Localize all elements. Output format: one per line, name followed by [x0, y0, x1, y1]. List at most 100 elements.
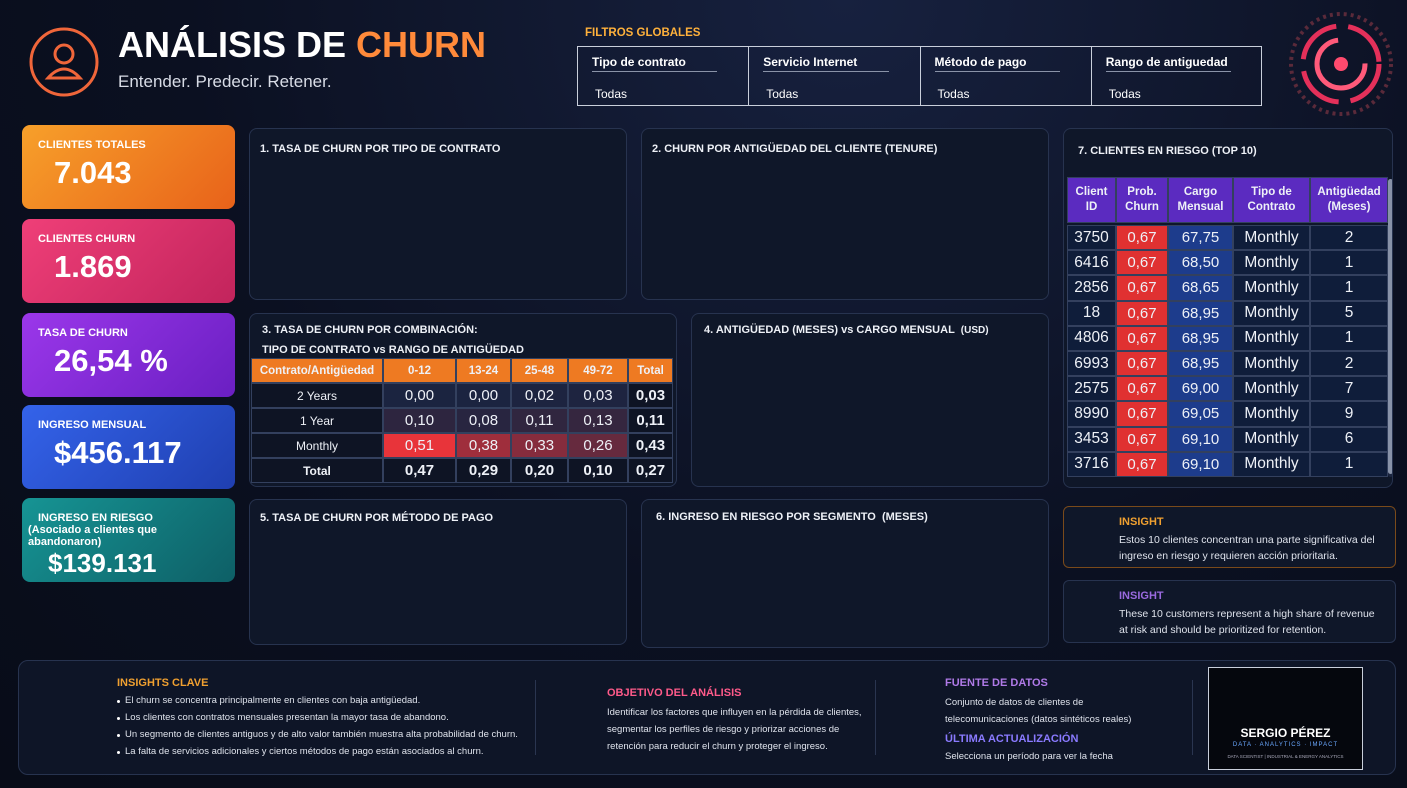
- filters-title: FILTROS GLOBALES: [585, 27, 701, 39]
- table-cell: 2: [1310, 225, 1388, 251]
- filter-value: Todas: [937, 87, 970, 101]
- filter[interactable]: Método de pago Todas: [921, 47, 1092, 105]
- cell-value: 3453: [1074, 430, 1109, 448]
- footer-heading: ÚLTIMA ACTUALIZACIÓN: [945, 733, 1079, 745]
- kpi-card: TASA DE CHURN 26,54 %: [22, 313, 235, 397]
- table-cell: 0,26: [568, 433, 628, 458]
- title-unit: (USD): [960, 325, 989, 336]
- filter-label: Servicio Internet: [763, 55, 889, 72]
- table-cell: 69,10: [1168, 426, 1233, 452]
- insight-text: Estos 10 clientes concentran una parte s…: [1119, 534, 1375, 562]
- insight-card: INSIGHT These 10 customers represent a hi…: [1063, 580, 1396, 643]
- footer-heading: OBJETIVO DEL ANÁLISIS: [607, 687, 742, 699]
- cell-value: 0,67: [1127, 304, 1157, 322]
- chart-title: 6. INGRESO EN RIESGO POR SEGMENTO (MESES…: [656, 511, 928, 523]
- cell-value: 0,03: [635, 387, 666, 404]
- table-cell: Total: [251, 458, 383, 483]
- divider: [875, 680, 876, 755]
- cell-value: 6416: [1074, 253, 1109, 271]
- cell-value: 0,03: [583, 387, 613, 404]
- chart-panel: 5. TASA DE CHURN POR MÉTODO DE PAGO0,00,…: [249, 499, 627, 645]
- cell-value: Monthly: [1244, 329, 1299, 347]
- bullet: [117, 734, 120, 737]
- cell-value: 4806: [1074, 329, 1109, 347]
- filter[interactable]: Tipo de contrato Todas: [578, 47, 750, 105]
- table-cell: 8990: [1067, 401, 1116, 427]
- table-cell: 1 Year: [251, 408, 383, 433]
- filter[interactable]: Servicio Internet Todas: [749, 47, 921, 105]
- cell-value: Monthly: [1244, 228, 1299, 246]
- table-cell: 0,38: [456, 433, 511, 458]
- header-cell: Contrato/Antigüedad: [251, 358, 383, 383]
- cell-value: 0,43: [635, 437, 666, 454]
- table-cell: 68,50: [1168, 250, 1233, 276]
- table-cell: 0,47: [383, 458, 456, 483]
- cell-value: Monthly: [1244, 455, 1299, 473]
- table-cell: 6: [1310, 426, 1388, 452]
- cell-value: Monthly: [1244, 404, 1299, 422]
- row-label: Total: [303, 463, 331, 478]
- header-text: 49-72: [583, 364, 613, 377]
- cell-value: 0,51: [404, 437, 435, 454]
- cell-value: 2: [1344, 228, 1354, 246]
- cell-value: Monthly: [1244, 379, 1299, 397]
- cell-value: 2: [1344, 354, 1354, 372]
- header-text: Contrato/Antigüedad: [259, 364, 375, 377]
- insight-title: INSIGHT: [1119, 590, 1164, 602]
- footer-heading: FUENTE DE DATOS: [945, 677, 1048, 689]
- table-cell: 68,95: [1168, 325, 1233, 351]
- table-cell: 1: [1310, 325, 1388, 351]
- footer-text: Conjunto de datos de clientes de telecom…: [945, 697, 1132, 725]
- cell-value: 0,67: [1127, 405, 1157, 423]
- risk-table-panel: 7. CLIENTES EN RIESGO (TOP 10) Client ID P…: [1063, 128, 1393, 488]
- icon-ring: [29, 27, 99, 97]
- table-cell: 0,11: [628, 408, 673, 433]
- row-label: 1 Year: [299, 413, 335, 428]
- kpi-note: (Asociado a clientes que abandonaron): [28, 524, 157, 548]
- table-cell: 0,03: [628, 383, 673, 408]
- table-cell: 0,67: [1116, 401, 1168, 427]
- cell-value: 67,75: [1181, 229, 1220, 247]
- title-part: ANÁLISIS DE: [118, 24, 347, 65]
- cell-value: 68,95: [1181, 329, 1220, 347]
- cell-value: 69,10: [1181, 455, 1220, 473]
- footer-bullet: El churn se concentra principalmente en …: [125, 695, 421, 706]
- emblem-ring: [1289, 12, 1393, 116]
- cell-value: 0,29: [468, 462, 499, 479]
- header-cell: Prob. Churn: [1116, 177, 1168, 223]
- header-text: Tipo de Contrato: [1247, 186, 1296, 213]
- cell-value: 0,00: [468, 387, 499, 404]
- table-cell: 2: [1310, 351, 1388, 377]
- scrollbar-thumb[interactable]: [1388, 179, 1392, 474]
- emblem-ring: [1300, 23, 1382, 105]
- kpi-value: $456.117: [54, 435, 182, 470]
- table-cell: 0,08: [456, 408, 511, 433]
- cell-value: 2856: [1074, 278, 1109, 296]
- table-title: 3. TASA DE CHURN POR COMBINACIÓN:: [262, 324, 478, 336]
- bullet: [117, 751, 120, 754]
- table-cell: 5: [1310, 300, 1388, 326]
- table-cell: Monthly: [1233, 451, 1310, 477]
- table-cell: 69,05: [1168, 401, 1233, 427]
- kpi-value: 26,54 %: [54, 343, 168, 378]
- table-cell: 9: [1310, 401, 1388, 427]
- icon-head: [53, 43, 75, 65]
- row-label: 2 Years: [296, 388, 338, 403]
- filters: Tipo de contrato Todas Servicio Internet To…: [577, 46, 1262, 106]
- logo-tagline: DATA · ANALYTICS · IMPACT: [1232, 742, 1339, 748]
- table-cell: 0,67: [1116, 325, 1168, 351]
- logo-name: SERGIO PÉREZ: [1240, 726, 1331, 740]
- table-cell: 0,20: [511, 458, 568, 483]
- table-title: 7. CLIENTES EN RIESGO (TOP 10): [1078, 145, 1257, 157]
- cell-value: 3716: [1074, 455, 1109, 473]
- cell-value: 0,67: [1127, 455, 1157, 473]
- cell-value: Monthly: [1244, 430, 1299, 448]
- table-cell: 2 Years: [251, 383, 383, 408]
- table-cell: 67,75: [1168, 225, 1233, 251]
- filter[interactable]: Rango de antiguedad Todas: [1092, 47, 1263, 105]
- table-cell: Monthly: [1233, 376, 1310, 402]
- cell-value: 69,05: [1181, 405, 1220, 423]
- table-cell: 0,02: [511, 383, 568, 408]
- table-cell: 0,27: [628, 458, 673, 483]
- table-cell: Monthly: [1233, 225, 1310, 251]
